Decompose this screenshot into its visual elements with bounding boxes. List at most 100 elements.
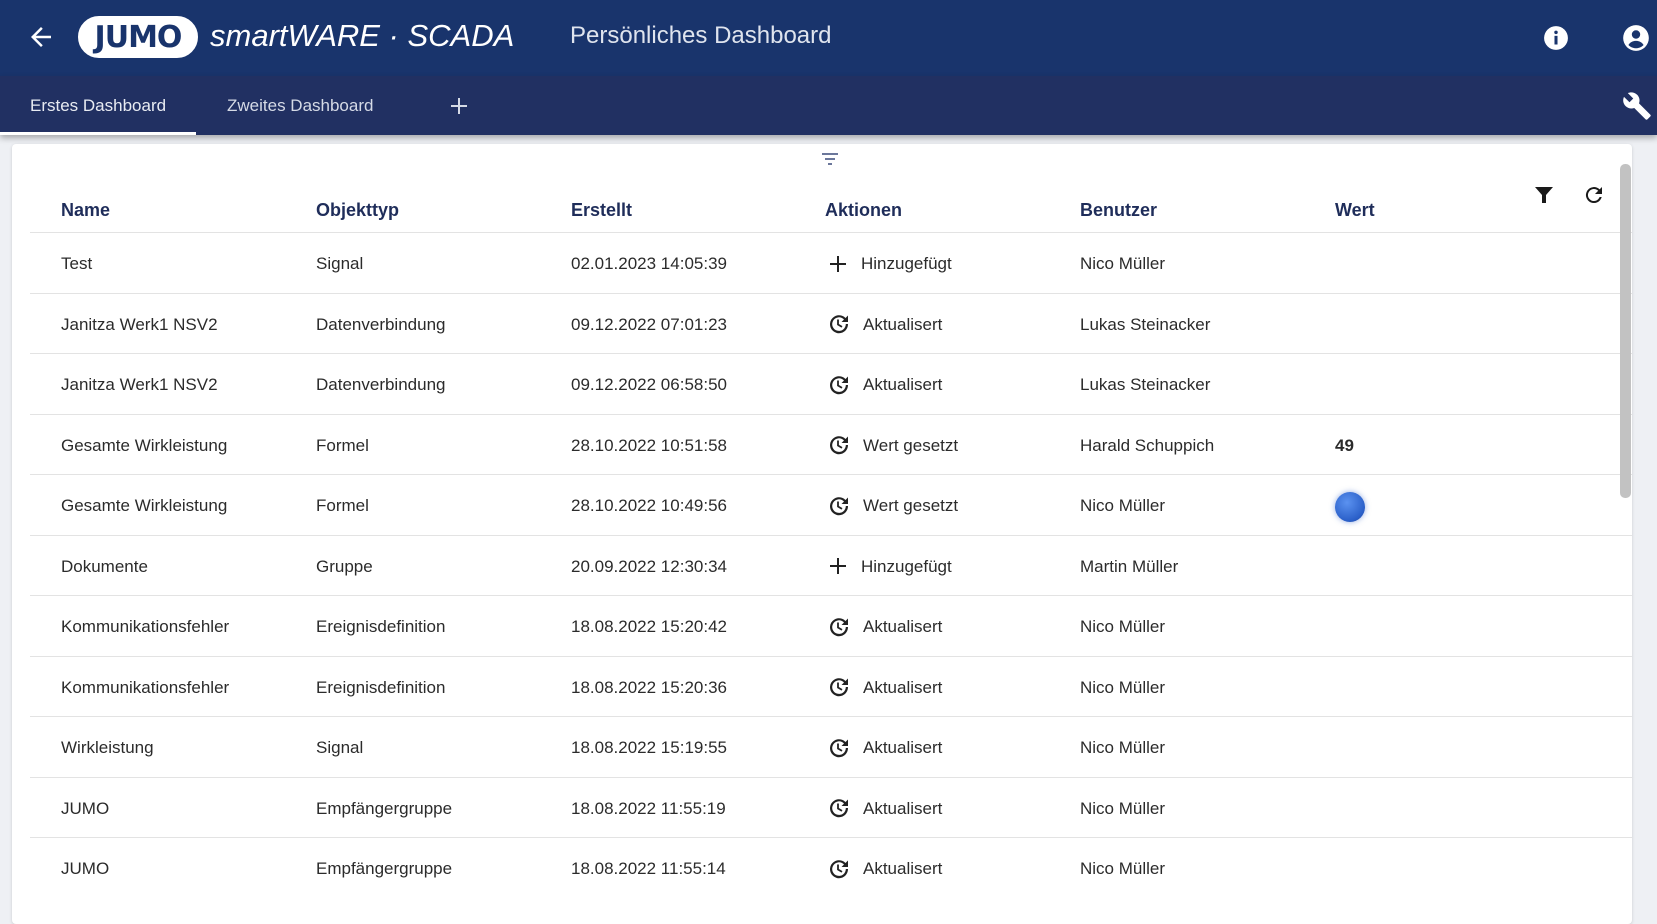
history-icon	[827, 312, 851, 336]
column-header-wert[interactable]: Wert	[1335, 200, 1375, 220]
wrench-icon[interactable]	[1622, 91, 1652, 121]
table-row[interactable]: Test Signal 02.01.2023 14:05:39 Hinzugef…	[30, 232, 1632, 293]
cell-objekttyp: Datenverbindung	[316, 314, 446, 334]
cell-aktionen: Aktualisert	[827, 657, 942, 718]
app-header: JUMO smartWARE · SCADA Persönliches Dash…	[0, 0, 1657, 76]
cell-benutzer: Lukas Steinacker	[1080, 314, 1211, 334]
tab-erstes-dashboard[interactable]: Erstes Dashboard	[0, 76, 197, 135]
column-header-objekttyp[interactable]: Objekttyp	[316, 200, 400, 220]
page-title: Persönliches Dashboard	[570, 22, 832, 49]
action-label: Aktualisert	[863, 617, 943, 636]
cell-benutzer: Nico Müller	[1080, 677, 1166, 697]
history-icon	[827, 796, 851, 820]
column-header-aktionen[interactable]: Aktionen	[825, 200, 903, 220]
cell-name: JUMO	[61, 859, 110, 878]
action-label: Hinzugefügt	[861, 556, 952, 576]
cell-aktionen: Aktualisert	[827, 596, 942, 657]
cell-aktionen: Aktualisert	[827, 778, 942, 839]
table-row[interactable]: Janitza Werk1 NSV2 Datenverbindung 09.12…	[30, 353, 1632, 414]
action-label: Wert gesetzt	[863, 496, 959, 515]
action-label: Aktualisert	[863, 314, 943, 334]
cell-aktionen: Aktualisert	[827, 354, 942, 415]
plus-icon	[827, 555, 849, 577]
history-icon	[827, 736, 851, 760]
table-row[interactable]: Dokumente Gruppe 20.09.2022 12:30:34 Hin…	[30, 534, 1632, 597]
cell-wert: 49	[1335, 415, 1354, 476]
cell-aktionen: Aktualisert	[827, 717, 942, 778]
cell-benutzer: Nico Müller	[1080, 738, 1166, 757]
action-label: Aktualisert	[863, 677, 943, 697]
cell-objekttyp: Datenverbindung	[316, 375, 446, 394]
cell-benutzer: Nico Müller	[1080, 859, 1166, 878]
table-row[interactable]: Kommunikationsfehler Ereignisdefinition …	[30, 655, 1632, 718]
table-row[interactable]: Gesamte Wirkleistung Formel 28.10.2022 1…	[30, 474, 1632, 535]
cell-benutzer: Harald Schuppich	[1080, 435, 1215, 455]
cell-name: Kommunikationsfehler	[61, 677, 230, 697]
cell-objekttyp: Gruppe	[316, 556, 373, 576]
value-text: 49	[1335, 435, 1354, 455]
cell-aktionen: Wert gesetzt	[827, 415, 958, 476]
cell-benutzer: Martin Müller	[1080, 556, 1179, 576]
table-row[interactable]: Kommunikationsfehler Ereignisdefinition …	[30, 595, 1632, 656]
history-icon	[827, 857, 851, 881]
cell-erstellt: 18.08.2022 11:55:19	[571, 798, 726, 818]
cell-erstellt: 02.01.2023 14:05:39	[571, 254, 727, 273]
cell-benutzer: Nico Müller	[1080, 496, 1166, 515]
value-indicator-dot	[1335, 491, 1365, 522]
cell-objekttyp: Ereignisdefinition	[316, 617, 446, 636]
cell-erstellt: 28.10.2022 10:51:58	[571, 435, 727, 455]
cell-erstellt: 28.10.2022 10:49:56	[571, 496, 727, 515]
cell-objekttyp: Empfängergruppe	[316, 798, 453, 818]
table-row[interactable]: JUMO Empfängergruppe 18.08.2022 11:55:14…	[30, 837, 1632, 898]
info-icon[interactable]	[1543, 25, 1569, 51]
cell-objekttyp: Signal	[316, 254, 364, 273]
cell-objekttyp: Empfängergruppe	[316, 859, 453, 878]
action-label: Aktualisert	[863, 798, 943, 818]
column-filter-icon[interactable]	[821, 152, 839, 166]
column-header-erstellt[interactable]: Erstellt	[571, 200, 633, 220]
cell-benutzer: Lukas Steinacker	[1080, 375, 1211, 394]
column-header-name[interactable]: Name	[61, 200, 111, 220]
cell-name: Janitza Werk1 NSV2	[61, 375, 218, 394]
filter-icon[interactable]	[1532, 183, 1556, 207]
add-tab-icon[interactable]	[449, 96, 469, 116]
cell-erstellt: 18.08.2022 11:55:14	[571, 859, 726, 878]
cell-erstellt: 20.09.2022 12:30:34	[571, 556, 727, 576]
cell-aktionen: Hinzugefügt	[827, 536, 952, 597]
table-row[interactable]: Gesamte Wirkleistung Formel 28.10.2022 1…	[30, 413, 1632, 476]
cell-name: Kommunikationsfehler	[61, 617, 230, 636]
tab-zweites-dashboard[interactable]: Zweites Dashboard	[227, 96, 374, 115]
cell-objekttyp: Signal	[316, 738, 364, 757]
table-row[interactable]: Wirkleistung Signal 18.08.2022 15:19:55 …	[30, 716, 1632, 777]
table-row[interactable]: Janitza Werk1 NSV2 Datenverbindung 09.12…	[30, 292, 1632, 355]
cell-name: Dokumente	[61, 556, 148, 576]
cell-name: JUMO	[61, 798, 110, 818]
cell-name: Janitza Werk1 NSV2	[61, 314, 218, 334]
cell-name: Wirkleistung	[61, 738, 154, 757]
cell-benutzer: Nico Müller	[1080, 798, 1166, 818]
history-icon	[827, 373, 851, 397]
refresh-icon[interactable]	[1582, 183, 1606, 207]
history-icon	[827, 615, 851, 639]
cell-objekttyp: Formel	[316, 435, 369, 455]
plus-icon	[827, 253, 849, 275]
cell-erstellt: 18.08.2022 15:20:42	[571, 617, 727, 636]
history-icon	[827, 433, 851, 457]
cell-erstellt: 09.12.2022 07:01:23	[571, 314, 727, 334]
cell-aktionen: Aktualisert	[827, 294, 942, 355]
table-row[interactable]: JUMO Empfängergruppe 18.08.2022 11:55:19…	[30, 776, 1632, 839]
action-label: Aktualisert	[863, 859, 943, 878]
action-label: Aktualisert	[863, 375, 943, 394]
account-icon[interactable]	[1622, 24, 1650, 52]
column-header-benutzer[interactable]: Benutzer	[1080, 200, 1158, 220]
cell-objekttyp: Formel	[316, 496, 369, 515]
jumo-logo: JUMO	[78, 16, 198, 58]
cell-objekttyp: Ereignisdefinition	[316, 677, 446, 697]
cell-erstellt: 18.08.2022 15:20:36	[571, 677, 727, 697]
action-label: Hinzugefügt	[861, 254, 952, 273]
action-label: Aktualisert	[863, 738, 943, 757]
activity-table-card: Name Objekttyp Erstellt Aktionen Benutze…	[12, 144, 1632, 924]
scrollbar-thumb[interactable]	[1620, 164, 1631, 498]
back-arrow-icon[interactable]	[26, 22, 56, 52]
cell-wert	[1335, 475, 1365, 536]
